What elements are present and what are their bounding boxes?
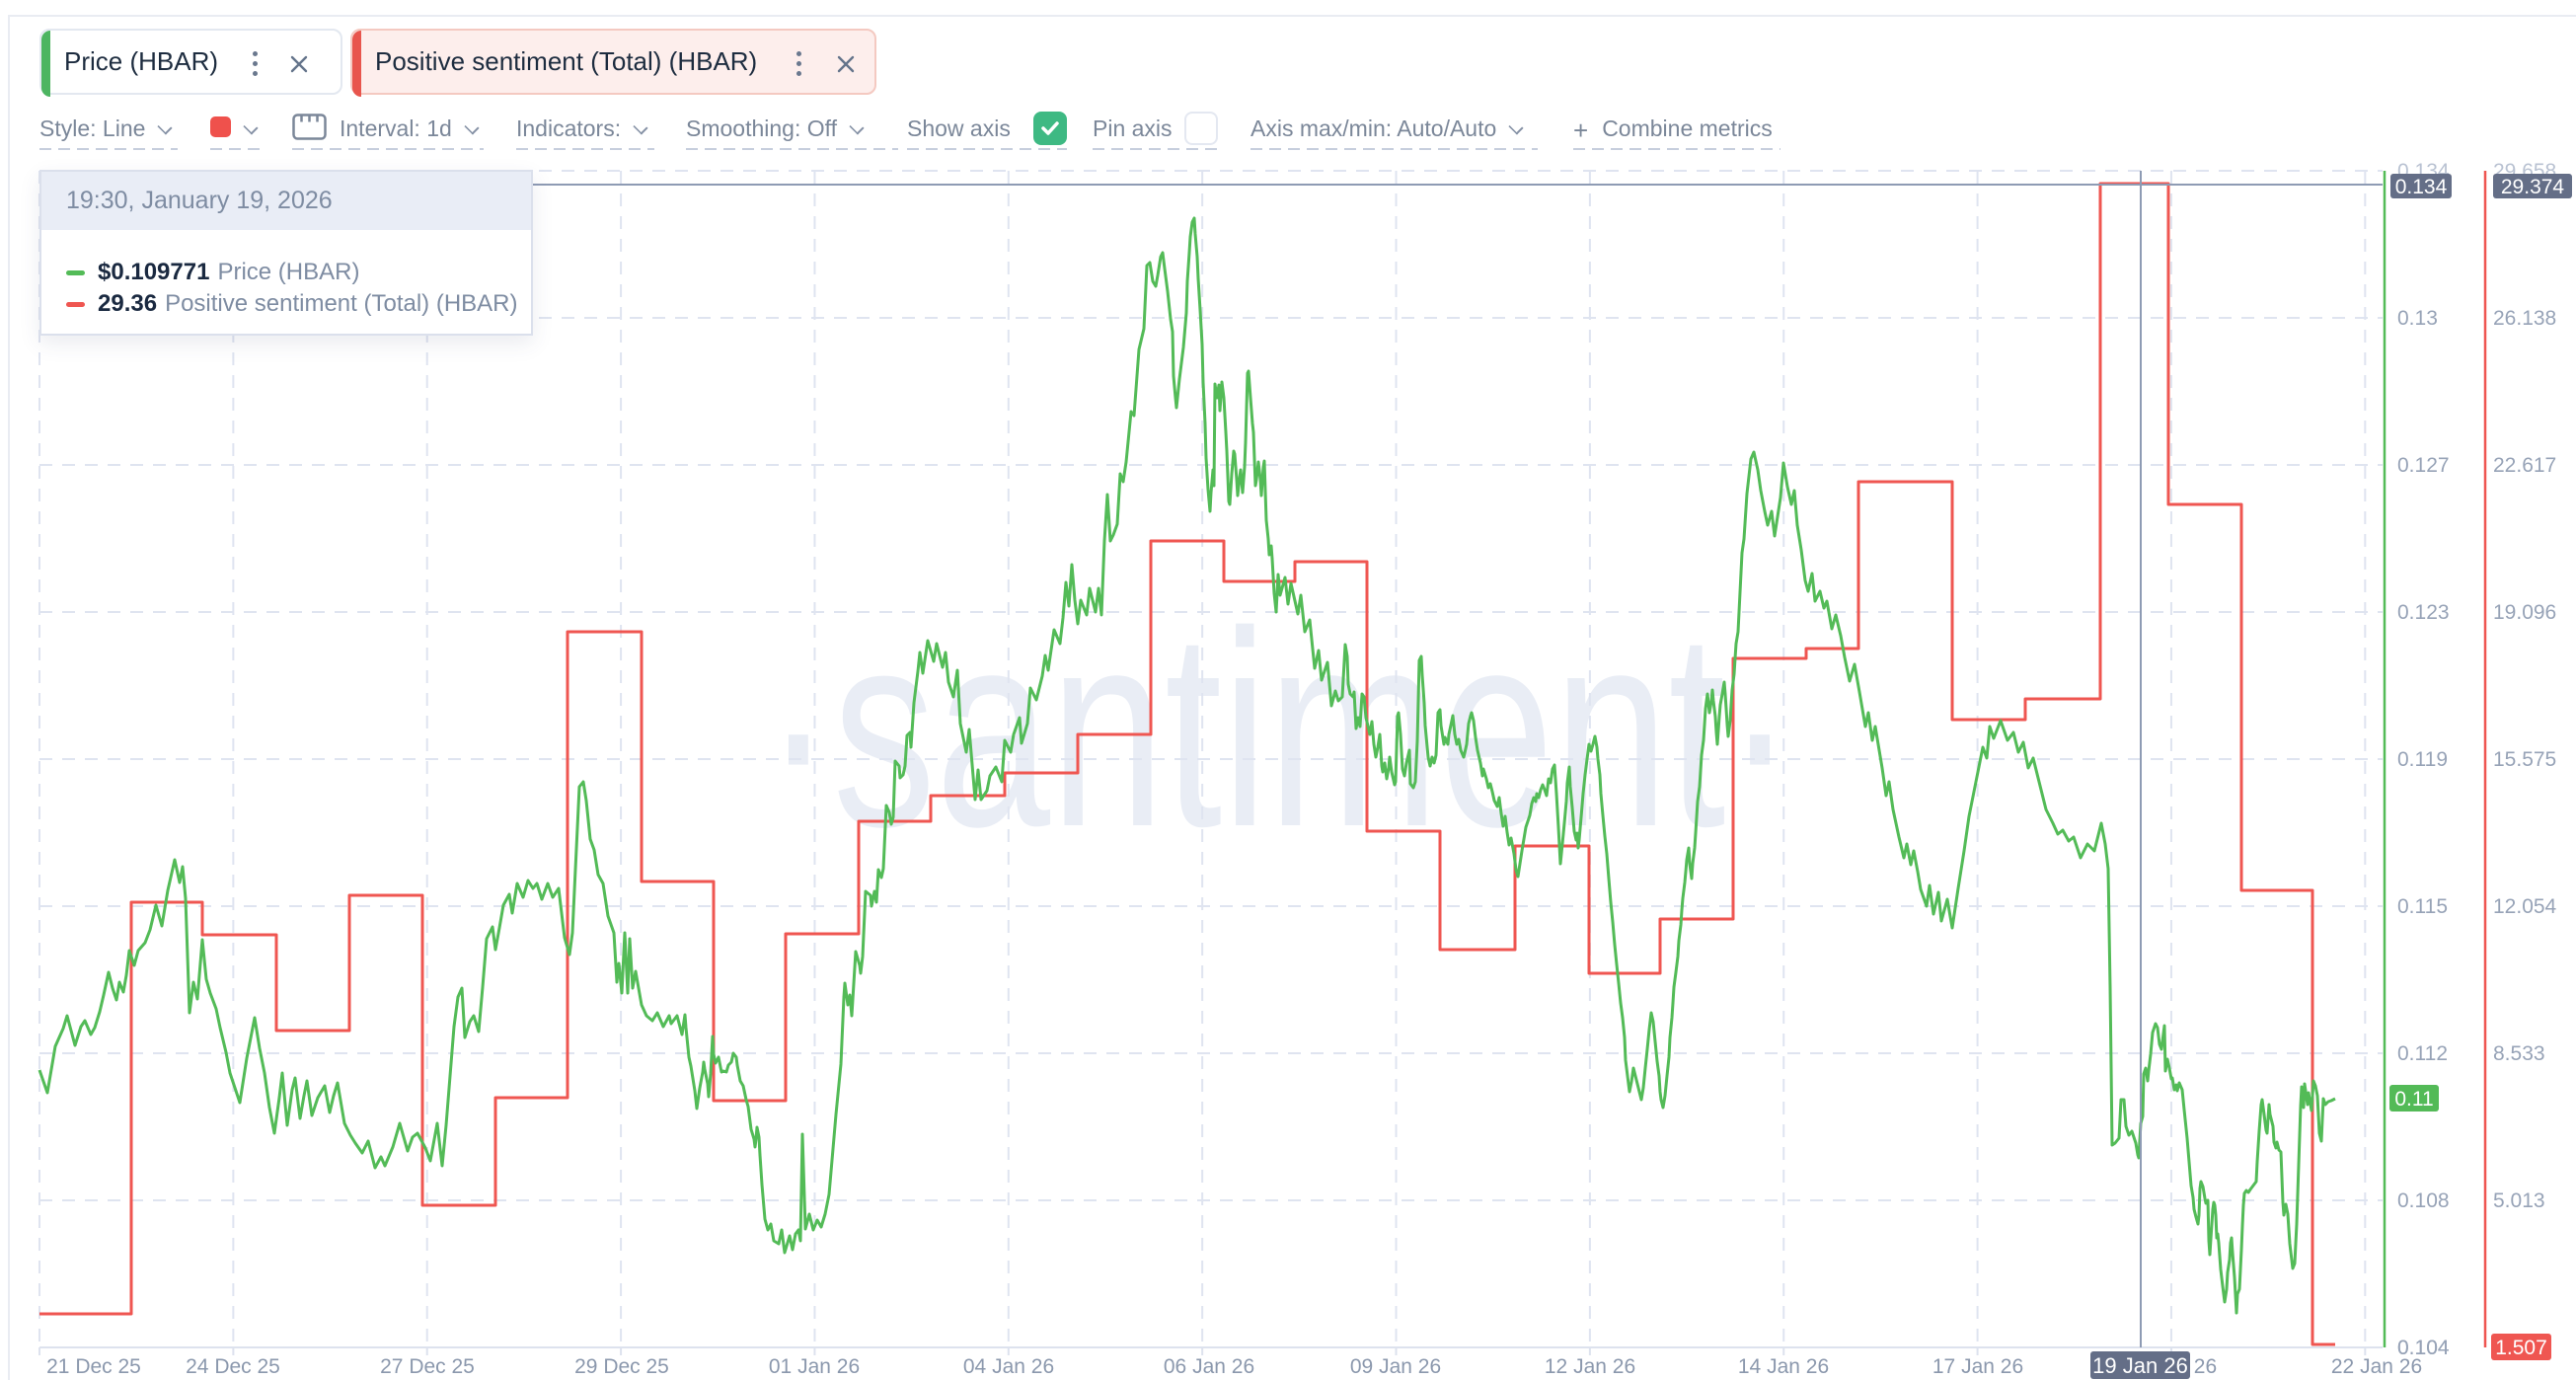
svg-text:0.123: 0.123	[2397, 601, 2450, 624]
svg-text:0.11: 0.11	[2394, 1088, 2433, 1111]
svg-text:0.108: 0.108	[2397, 1189, 2450, 1212]
svg-text:·santiment·: ·santiment·	[764, 573, 1794, 884]
svg-text:0.119: 0.119	[2397, 748, 2448, 771]
svg-text:0.115: 0.115	[2397, 895, 2448, 918]
svg-text:0.104: 0.104	[2397, 1337, 2450, 1359]
svg-text:04 Jan 26: 04 Jan 26	[963, 1355, 1054, 1378]
svg-text:15.575: 15.575	[2493, 748, 2556, 771]
svg-text:01 Jan 26: 01 Jan 26	[769, 1355, 860, 1378]
svg-text:0.127: 0.127	[2397, 454, 2450, 477]
svg-text:06 Jan 26: 06 Jan 26	[1164, 1355, 1254, 1378]
svg-text:12 Jan 26: 12 Jan 26	[1545, 1355, 1635, 1378]
svg-text:24 Dec 25: 24 Dec 25	[186, 1355, 280, 1378]
svg-text:29.374: 29.374	[2501, 176, 2565, 198]
svg-text:0.112: 0.112	[2397, 1042, 2448, 1065]
svg-text:29 Dec 25: 29 Dec 25	[574, 1355, 669, 1378]
svg-text:22.617: 22.617	[2493, 454, 2556, 477]
svg-text:22 Jan 26: 22 Jan 26	[2331, 1355, 2422, 1378]
svg-text:12.054: 12.054	[2493, 895, 2557, 918]
svg-text:0.134: 0.134	[2395, 176, 2448, 198]
svg-text:8.533: 8.533	[2493, 1042, 2545, 1065]
svg-text:17 Jan 26: 17 Jan 26	[1932, 1355, 2023, 1378]
svg-text:5.013: 5.013	[2493, 1189, 2545, 1212]
svg-text:27 Dec 25: 27 Dec 25	[380, 1355, 475, 1378]
svg-text:0.13: 0.13	[2397, 307, 2438, 330]
svg-text:09 Jan 26: 09 Jan 26	[1350, 1355, 1441, 1378]
svg-text:14 Jan 26: 14 Jan 26	[1738, 1355, 1829, 1378]
svg-text:21 Dec 25: 21 Dec 25	[46, 1355, 141, 1378]
svg-text:19 Jan 26: 19 Jan 26	[2092, 1353, 2188, 1378]
svg-text:1.507: 1.507	[2495, 1337, 2547, 1359]
svg-text:26.138: 26.138	[2493, 307, 2556, 330]
svg-text:0.104: 0.104	[2397, 1337, 2450, 1359]
svg-text:19.096: 19.096	[2493, 601, 2556, 624]
